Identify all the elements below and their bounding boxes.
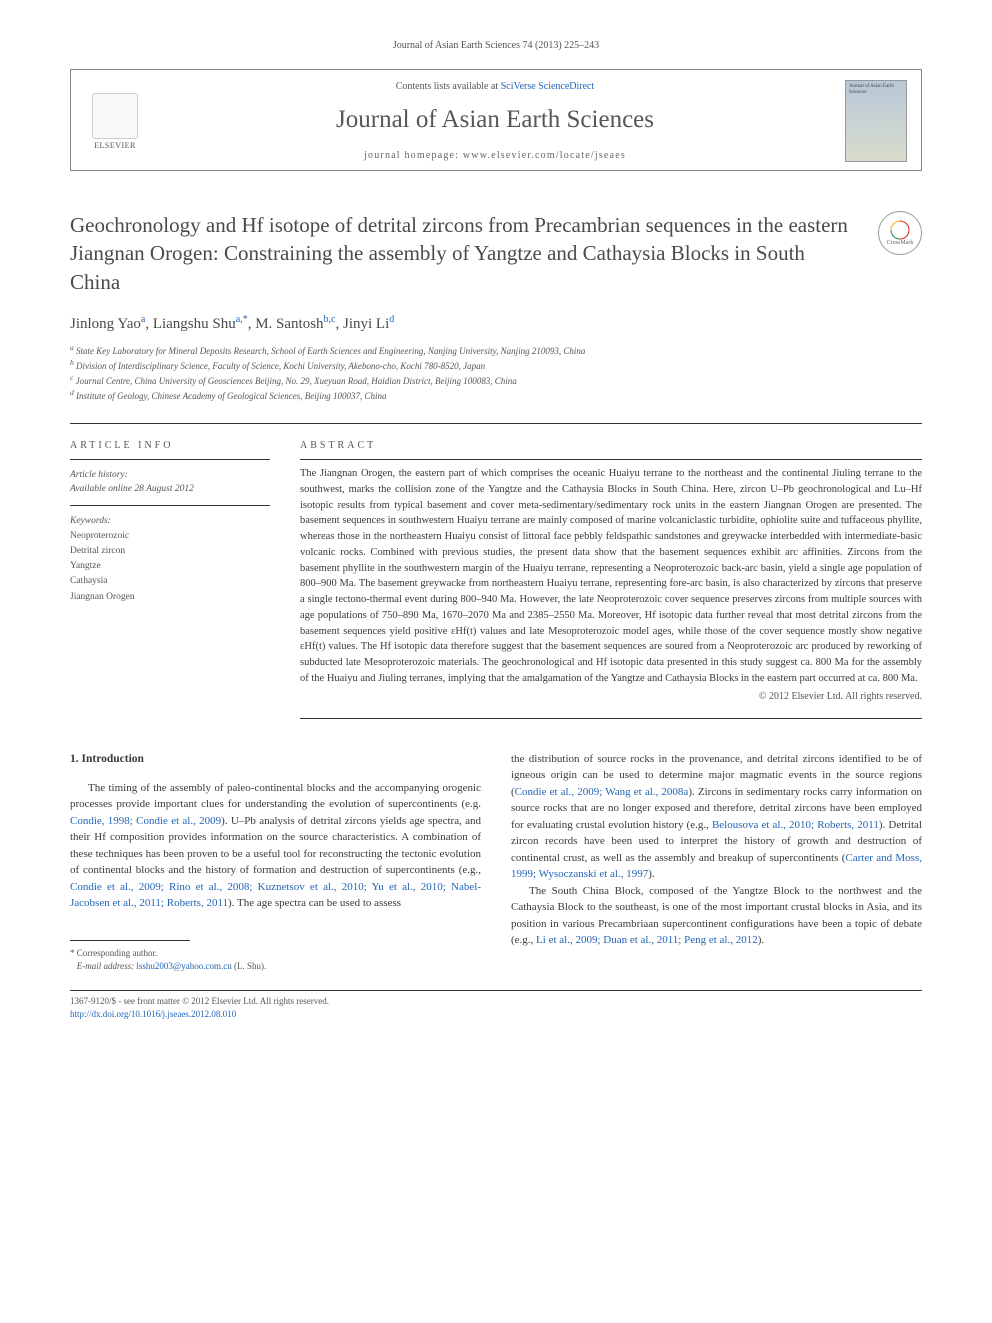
corresponding-author-footnote: * Corresponding author. E-mail address: …: [70, 947, 481, 974]
footnote-separator: [70, 940, 190, 941]
intro-para-2: The South China Block, composed of the Y…: [511, 883, 922, 949]
header-center: Contents lists available at SciVerse Sci…: [145, 81, 845, 161]
text: ).: [648, 868, 654, 880]
homepage-label: journal homepage:: [364, 150, 463, 161]
page-footer: 1367-9120/$ - see front matter © 2012 El…: [70, 995, 922, 1022]
crossmark-icon: [890, 220, 910, 240]
abstract-column: ABSTRACT The Jiangnan Orogen, the easter…: [300, 424, 922, 719]
article-title: Geochronology and Hf isotope of detrital…: [70, 211, 858, 296]
body-column-right: the distribution of source rocks in the …: [511, 751, 922, 974]
title-row: Geochronology and Hf isotope of detrital…: [70, 211, 922, 296]
doi-link[interactable]: http://dx.doi.org/10.1016/j.jseaes.2012.…: [70, 1009, 236, 1019]
journal-cover-thumbnail: Journal of Asian Earth Sciences: [845, 80, 907, 162]
text: ). The age spectra can be used to assess: [228, 897, 401, 909]
contents-available-line: Contents lists available at SciVerse Sci…: [145, 81, 845, 92]
email-line: E-mail address: lsshu2003@yahoo.com.cn (…: [70, 960, 481, 974]
journal-homepage-line: journal homepage: www.elsevier.com/locat…: [145, 150, 845, 161]
front-matter-line: 1367-9120/$ - see front matter © 2012 El…: [70, 995, 922, 1009]
abstract-copyright: © 2012 Elsevier Ltd. All rights reserved…: [300, 687, 922, 718]
contents-text: Contents lists available at: [396, 81, 501, 92]
footer-separator: [70, 990, 922, 991]
keywords-list: NeoproterozoicDetrital zirconYangtzeCath…: [70, 529, 270, 605]
intro-para-1: The timing of the assembly of paleo-cont…: [70, 780, 481, 912]
keywords-label: Keywords:: [70, 514, 270, 529]
crossmark-label: CrossMark: [887, 240, 914, 246]
abstract-header: ABSTRACT: [300, 424, 922, 459]
text: The timing of the assembly of paleo-cont…: [70, 782, 481, 811]
homepage-url[interactable]: www.elsevier.com/locate/jseaes: [463, 150, 626, 161]
crossmark-badge[interactable]: CrossMark: [878, 211, 922, 255]
authors-line: Jinlong Yaoa, Liangshu Shua,*, M. Santos…: [70, 314, 922, 333]
journal-header-box: ELSEVIER Contents lists available at Sci…: [70, 69, 922, 171]
intro-para-1-cont: the distribution of source rocks in the …: [511, 751, 922, 883]
article-info-column: ARTICLE INFO Article history: Available …: [70, 424, 270, 719]
info-abstract-row: ARTICLE INFO Article history: Available …: [70, 424, 922, 719]
history-label: Article history:: [70, 468, 270, 482]
body-column-left: 1. Introduction The timing of the assemb…: [70, 751, 481, 974]
article-history: Article history: Available online 28 Aug…: [70, 460, 270, 505]
header-top-row: ELSEVIER Contents lists available at Sci…: [71, 70, 921, 170]
elsevier-label: ELSEVIER: [94, 141, 136, 150]
citation-link[interactable]: Condie et al., 2009; Wang et al., 2008a: [515, 786, 689, 798]
sciencedirect-link[interactable]: SciVerse ScienceDirect: [501, 81, 595, 92]
journal-name: Journal of Asian Earth Sciences: [145, 106, 845, 134]
email-link[interactable]: lsshu2003@yahoo.com.cn: [136, 961, 231, 971]
text: ).: [758, 934, 764, 946]
history-text: Available online 28 August 2012: [70, 484, 194, 494]
page-root: Journal of Asian Earth Sciences 74 (2013…: [0, 0, 992, 1052]
body-columns: 1. Introduction The timing of the assemb…: [70, 751, 922, 974]
abstract-text: The Jiangnan Orogen, the eastern part of…: [300, 460, 922, 687]
elsevier-logo: ELSEVIER: [85, 86, 145, 156]
article-info-header: ARTICLE INFO: [70, 424, 270, 459]
cover-title: Journal of Asian Earth Sciences: [849, 84, 903, 95]
email-suffix: (L. Shu).: [232, 961, 267, 971]
abstract-rule-bottom: [300, 718, 922, 719]
citation-link[interactable]: Li et al., 2009; Duan et al., 2011; Peng…: [536, 934, 758, 946]
journal-reference: Journal of Asian Earth Sciences 74 (2013…: [70, 40, 922, 51]
keywords-block: Keywords: NeoproterozoicDetrital zirconY…: [70, 506, 270, 613]
affiliations-block: a State Key Laboratory for Mineral Depos…: [70, 343, 922, 403]
email-label: E-mail address:: [77, 961, 137, 971]
corr-label: * Corresponding author.: [70, 947, 481, 961]
elsevier-tree-icon: [92, 93, 138, 139]
citation-link[interactable]: Belousova et al., 2010; Roberts, 2011: [712, 819, 879, 831]
intro-heading: 1. Introduction: [70, 751, 481, 768]
citation-link[interactable]: Condie, 1998; Condie et al., 2009: [70, 815, 221, 827]
